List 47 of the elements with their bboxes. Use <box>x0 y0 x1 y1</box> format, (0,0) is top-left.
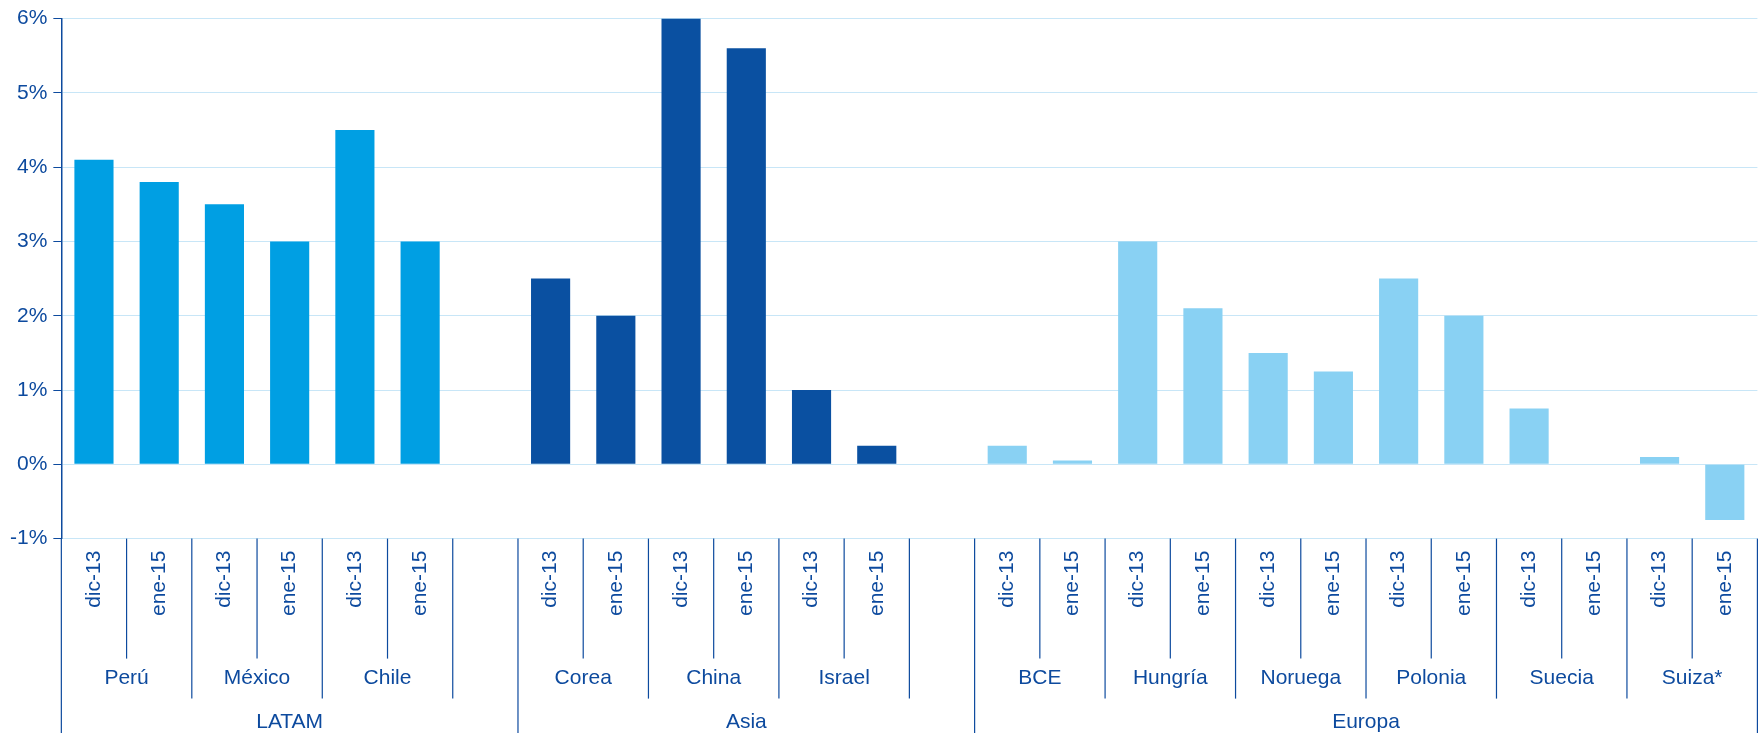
y-tick-label: -1% <box>9 525 48 549</box>
text: Chile <box>363 665 412 689</box>
x-tick-label: dic-13 <box>341 550 365 608</box>
text: Israel <box>818 665 870 689</box>
text: Noruega <box>1260 665 1342 689</box>
x-tick-label: ene-15 <box>1059 550 1083 616</box>
text: Suiza* <box>1661 665 1723 689</box>
x-tick-label: ene-15 <box>602 550 626 616</box>
text: BCE <box>1018 665 1062 689</box>
text: Hungría <box>1132 665 1208 689</box>
x-tick-label: dic-13 <box>80 550 104 608</box>
text: México <box>223 665 291 689</box>
x-tick-label: ene-15 <box>1450 550 1474 616</box>
y-tick-label: 1% <box>16 376 48 400</box>
y-tick-label: 4% <box>16 153 48 177</box>
text: Perú <box>104 665 149 689</box>
x-tick-label: ene-15 <box>1581 550 1605 616</box>
text: Corea <box>554 665 613 689</box>
y-tick-label: 5% <box>16 79 48 103</box>
x-tick-label: ene-15 <box>145 550 169 616</box>
x-tick-label: ene-15 <box>733 550 757 616</box>
y-tick-label: 2% <box>16 302 48 326</box>
x-tick-label: dic-13 <box>1385 550 1409 608</box>
x-tick-label: dic-13 <box>211 550 235 608</box>
x-tick-label: ene-15 <box>1320 550 1344 616</box>
text: LATAM <box>256 709 324 733</box>
x-tick-label: dic-13 <box>1646 550 1670 608</box>
x-tick-label: dic-13 <box>1254 550 1278 608</box>
text: Asia <box>725 709 768 733</box>
y-tick-label: 3% <box>16 228 48 252</box>
x-tick-label: dic-13 <box>667 550 691 608</box>
x-tick-label: dic-13 <box>798 550 822 608</box>
x-tick-label: dic-13 <box>994 550 1018 608</box>
x-tick-label: dic-13 <box>1124 550 1148 608</box>
text: China <box>686 665 742 689</box>
text: Suecia <box>1529 665 1595 689</box>
x-tick-label: dic-13 <box>1515 550 1539 608</box>
x-tick-label: ene-15 <box>406 550 430 616</box>
y-tick-label: 0% <box>16 451 48 475</box>
text: Europa <box>1332 709 1401 733</box>
y-tick-label: 6% <box>16 5 48 29</box>
x-tick-label: ene-15 <box>276 550 300 616</box>
x-tick-label: dic-13 <box>537 550 561 608</box>
x-tick-label: ene-15 <box>1189 550 1213 616</box>
x-tick-label: ene-15 <box>1711 550 1735 616</box>
x-tick-label: ene-15 <box>863 550 887 616</box>
text: Polonia <box>1396 665 1467 689</box>
